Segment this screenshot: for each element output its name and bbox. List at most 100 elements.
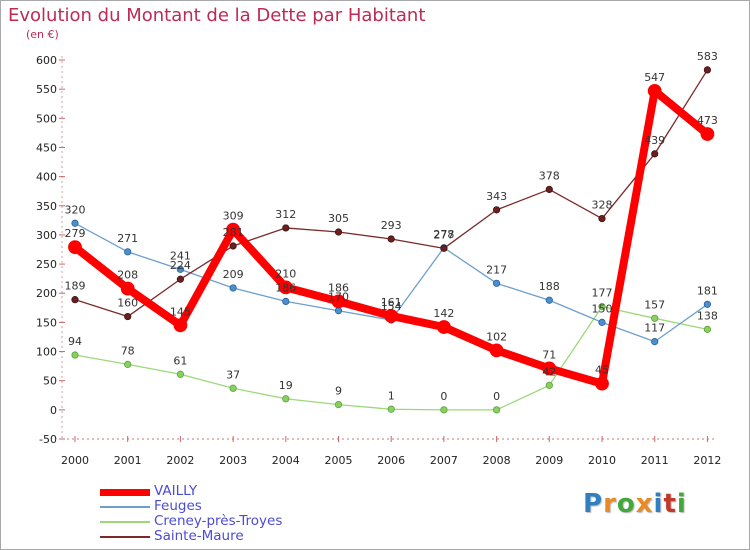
- data-label: 378: [539, 169, 560, 182]
- data-label: 42: [542, 365, 556, 378]
- x-tick-label: 2009: [535, 454, 563, 467]
- data-point: [542, 361, 557, 376]
- data-label: 71: [542, 348, 556, 361]
- data-point: [492, 206, 501, 214]
- x-tick-label: 2005: [325, 454, 353, 467]
- data-point: [334, 228, 343, 236]
- data-label: 154: [381, 300, 402, 313]
- data-point: [334, 307, 343, 315]
- data-label: 0: [440, 390, 447, 403]
- data-point: [651, 150, 659, 158]
- data-label: 210: [275, 267, 296, 280]
- data-point: [545, 185, 553, 194]
- data-point: [598, 214, 606, 223]
- legend-swatch: [100, 536, 150, 538]
- data-label: 241: [170, 249, 191, 262]
- data-label: 293: [381, 219, 402, 232]
- legend-swatch: [100, 506, 150, 508]
- data-point: [440, 244, 448, 252]
- y-tick-label: 250: [36, 258, 57, 271]
- y-tick-label: 0: [50, 404, 57, 417]
- y-tick-label: 350: [36, 200, 57, 213]
- data-point: [124, 312, 132, 321]
- data-point: [492, 279, 501, 287]
- data-point: [651, 314, 659, 322]
- data-point: [545, 296, 553, 304]
- x-tick-label: 2007: [430, 454, 458, 467]
- data-label: 547: [644, 71, 665, 84]
- data-label: 271: [117, 232, 138, 245]
- data-label: 224: [170, 259, 191, 272]
- data-label: 309: [223, 210, 244, 223]
- data-label: 208: [117, 269, 138, 282]
- legend-label: Feuges: [154, 498, 202, 514]
- data-label: 188: [539, 280, 560, 293]
- series-points: [68, 66, 715, 414]
- data-label: 181: [697, 284, 718, 297]
- data-label: 145: [170, 305, 191, 318]
- y-tick-label: 200: [36, 287, 57, 300]
- data-point: [71, 296, 79, 304]
- data-label: 328: [592, 199, 613, 212]
- data-label: 170: [328, 291, 349, 304]
- data-label: 439: [644, 134, 665, 147]
- data-point: [598, 303, 606, 311]
- data-point: [331, 294, 346, 309]
- data-point: [492, 406, 501, 414]
- data-label: 157: [644, 298, 665, 311]
- data-label: 78: [121, 344, 135, 357]
- data-point: [489, 343, 504, 358]
- legend-label: Sainte-Maure: [154, 528, 244, 544]
- data-point: [384, 309, 399, 323]
- data-label: 102: [486, 330, 507, 343]
- data-label: 320: [65, 203, 86, 216]
- data-label: 9: [335, 385, 342, 398]
- data-label: 189: [65, 280, 86, 293]
- data-point: [71, 351, 79, 359]
- data-point: [229, 242, 237, 250]
- data-point: [595, 376, 609, 391]
- data-point: [282, 297, 290, 305]
- data-label: 277: [433, 228, 454, 241]
- data-point: [436, 320, 451, 334]
- data-point: [545, 381, 553, 389]
- y-tick-label: 400: [36, 171, 57, 184]
- x-tick-label: 2008: [483, 454, 511, 467]
- x-tick-label: 2012: [693, 454, 721, 467]
- x-tick-label: 2002: [166, 454, 194, 467]
- data-label: 305: [328, 212, 349, 225]
- axes: [59, 56, 715, 442]
- data-point: [120, 281, 135, 296]
- x-tick-label: 2001: [114, 454, 142, 467]
- data-point: [229, 284, 237, 292]
- data-point: [176, 275, 184, 283]
- data-label: 142: [433, 307, 454, 320]
- data-label: 186: [275, 281, 296, 294]
- data-label: 1: [388, 389, 395, 402]
- data-labels: 2792081453092101861611421027145547473320…: [65, 50, 718, 403]
- x-tick-label: 2003: [219, 454, 247, 467]
- data-point: [598, 318, 606, 326]
- data-point: [440, 406, 448, 414]
- data-point: [703, 66, 712, 74]
- data-point: [71, 219, 79, 227]
- data-point: [176, 370, 184, 378]
- legend-swatch: [100, 489, 150, 496]
- tick-labels: -500501001502002503003504004505005506002…: [36, 54, 721, 467]
- data-point: [124, 248, 132, 256]
- x-tick-label: 2011: [641, 454, 669, 467]
- legend-label: Creney-près-Troyes: [154, 513, 283, 529]
- data-label: 281: [223, 226, 244, 239]
- data-point: [282, 395, 290, 403]
- data-label: 186: [328, 281, 349, 294]
- data-point: [700, 127, 715, 141]
- y-tick-label: 600: [36, 54, 57, 67]
- series-line-sainte-maure: [74, 69, 709, 318]
- data-label: 37: [226, 368, 240, 381]
- y-tick-label: 550: [36, 83, 57, 96]
- data-label: 61: [173, 354, 187, 367]
- y-tick-label: 450: [36, 141, 57, 154]
- data-label: 117: [644, 322, 665, 335]
- y-tick-label: -50: [39, 433, 57, 446]
- data-point: [124, 360, 132, 368]
